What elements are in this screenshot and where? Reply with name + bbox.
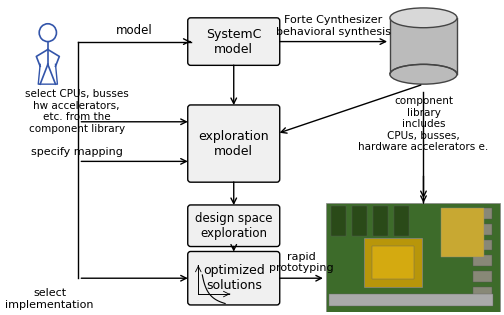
FancyBboxPatch shape — [372, 246, 414, 279]
Text: optimized
solutions: optimized solutions — [203, 264, 265, 292]
FancyBboxPatch shape — [473, 255, 492, 266]
FancyBboxPatch shape — [394, 206, 409, 236]
FancyBboxPatch shape — [329, 294, 493, 306]
FancyBboxPatch shape — [331, 206, 346, 236]
Text: design space
exploration: design space exploration — [195, 212, 273, 240]
Text: model: model — [116, 24, 153, 37]
Polygon shape — [326, 203, 500, 312]
Text: specify mapping: specify mapping — [31, 147, 122, 158]
Polygon shape — [390, 18, 457, 74]
FancyBboxPatch shape — [188, 205, 280, 247]
Text: rapid
prototyping: rapid prototyping — [269, 252, 334, 273]
FancyBboxPatch shape — [364, 238, 421, 287]
Text: SystemC
model: SystemC model — [206, 28, 262, 55]
Text: select
implementation: select implementation — [6, 288, 94, 310]
Ellipse shape — [390, 64, 457, 84]
FancyBboxPatch shape — [473, 240, 492, 250]
FancyBboxPatch shape — [440, 208, 484, 257]
FancyBboxPatch shape — [473, 208, 492, 219]
FancyBboxPatch shape — [473, 287, 492, 298]
Text: Forte Cynthesizer
behavioral synthesis: Forte Cynthesizer behavioral synthesis — [276, 15, 391, 37]
FancyBboxPatch shape — [473, 224, 492, 235]
FancyBboxPatch shape — [188, 18, 280, 65]
FancyBboxPatch shape — [473, 271, 492, 282]
Text: component
library
includes
CPUs, busses,
hardware accelerators e.: component library includes CPUs, busses,… — [358, 96, 488, 152]
Text: exploration
model: exploration model — [199, 129, 269, 158]
Ellipse shape — [390, 8, 457, 28]
Text: select CPUs, busses
hw accelerators,
etc. from the
component library: select CPUs, busses hw accelerators, etc… — [25, 89, 129, 134]
FancyBboxPatch shape — [372, 206, 388, 236]
FancyBboxPatch shape — [188, 251, 280, 305]
FancyBboxPatch shape — [188, 105, 280, 182]
FancyBboxPatch shape — [352, 206, 367, 236]
